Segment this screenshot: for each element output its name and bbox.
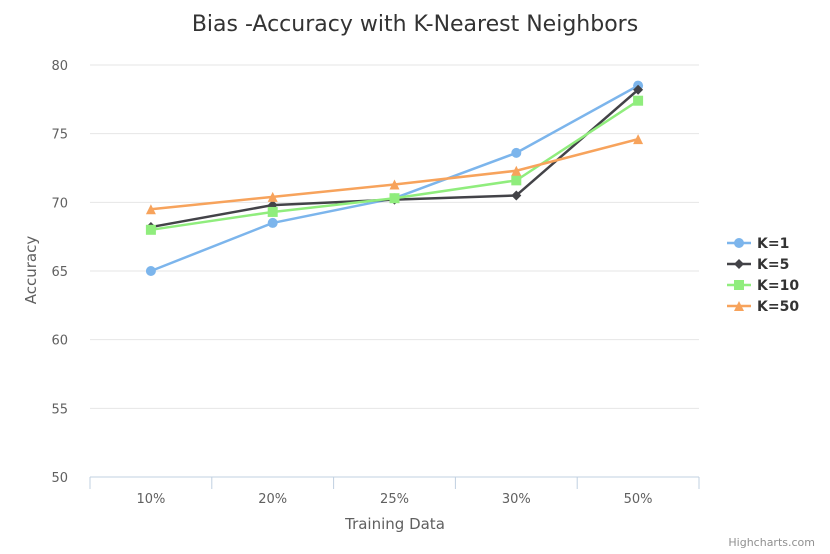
chart-title: Bias -Accuracy with K-Nearest Neighbors	[192, 12, 638, 37]
data-point	[511, 147, 522, 158]
credits-link[interactable]: Highcharts.com	[728, 536, 815, 549]
y-axis-title: Accuracy	[22, 236, 40, 305]
series-line	[150, 99, 639, 232]
x-tick-label: 50%	[624, 492, 653, 507]
x-axis-title: Training Data	[344, 515, 445, 533]
data-point	[145, 224, 156, 235]
x-tick-label: 25%	[380, 492, 409, 507]
legend-label: K=5	[757, 257, 789, 273]
y-tick-label: 65	[51, 265, 68, 280]
data-point	[633, 95, 644, 106]
data-point	[389, 179, 400, 190]
y-tick-label: 80	[51, 59, 68, 74]
series-line	[150, 84, 639, 273]
legend-label: K=50	[757, 299, 799, 315]
y-axis-ticks: 50 55 60 65 70 75 80	[51, 59, 68, 486]
legend-item[interactable]: K=5	[727, 257, 789, 273]
data-point	[511, 190, 522, 201]
data-point	[267, 217, 278, 228]
series-group	[145, 80, 644, 276]
series-k50	[145, 134, 644, 215]
series-k10	[145, 95, 644, 235]
data-point	[267, 206, 278, 217]
x-tick-label: 10%	[136, 492, 165, 507]
legend-label: K=10	[757, 278, 799, 294]
y-tick-label: 75	[51, 128, 68, 143]
legend-marker	[734, 238, 744, 248]
legend-item[interactable]: K=50	[727, 299, 799, 315]
x-tick-label: 20%	[258, 492, 287, 507]
legend-marker	[734, 280, 744, 290]
legend-marker	[734, 259, 744, 269]
data-point	[633, 134, 644, 145]
data-point	[511, 175, 522, 186]
grid-lines	[90, 64, 699, 409]
legend-item[interactable]: K=10	[727, 278, 799, 294]
data-point	[511, 165, 522, 176]
x-tick-label: 30%	[502, 492, 531, 507]
legend-label: K=1	[757, 236, 789, 252]
y-tick-label: 50	[51, 471, 68, 486]
series-k1	[145, 80, 644, 276]
y-tick-label: 55	[51, 402, 68, 417]
data-point	[267, 191, 278, 202]
y-tick-label: 60	[51, 334, 68, 349]
data-point	[145, 204, 156, 215]
legend-item[interactable]: K=1	[727, 236, 789, 252]
legend-marker	[734, 301, 744, 311]
y-tick-label: 70	[51, 196, 68, 211]
x-axis: 10% 20% 25% 30% 50%	[89, 476, 700, 507]
data-point	[389, 193, 400, 204]
data-point	[633, 84, 644, 95]
legend[interactable]: K=1 K=5 K=10 K=50	[727, 236, 799, 315]
data-point	[145, 266, 156, 276]
